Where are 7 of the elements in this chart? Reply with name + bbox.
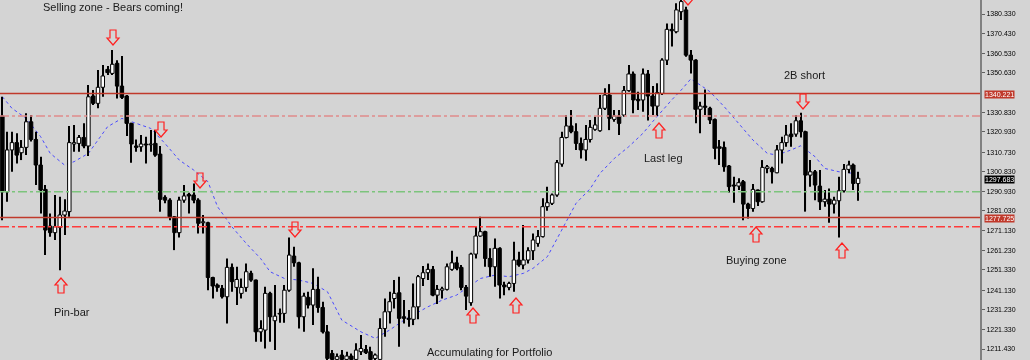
annotation: 2B short: [784, 69, 825, 81]
annotation: Pin-bar: [54, 306, 90, 318]
annotation: Selling zone - Bears coming!: [43, 1, 184, 13]
annotation: Last leg: [644, 152, 683, 164]
annotation: Buying zone: [726, 254, 787, 266]
annotation: Accumulating for Portfolio: [427, 346, 553, 358]
line-series: [1, 78, 854, 339]
